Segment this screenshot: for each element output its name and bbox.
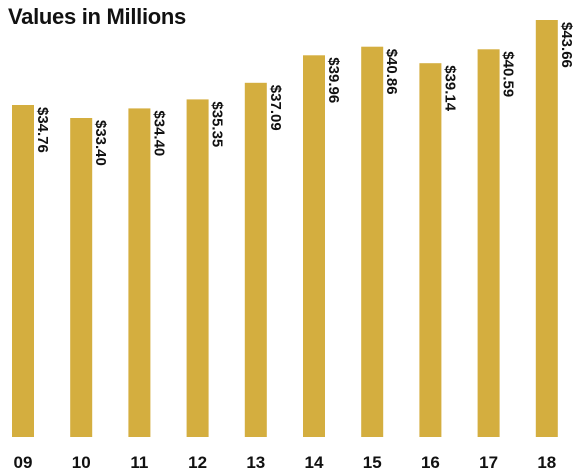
x-tick-label-18: 18 bbox=[537, 453, 556, 472]
x-tick-label-13: 13 bbox=[246, 453, 265, 472]
x-tick-labels-layer: 09 10 11 12 13 14 15 16 17 18 bbox=[14, 453, 557, 472]
data-label-15: $40.86 bbox=[383, 49, 400, 95]
bar-12 bbox=[186, 99, 209, 438]
x-tick-label-12: 12 bbox=[188, 453, 207, 472]
data-label-11: $34.40 bbox=[150, 110, 167, 156]
x-tick-label-10: 10 bbox=[72, 453, 91, 472]
x-tick-label-14: 14 bbox=[305, 453, 324, 472]
data-label-13: $37.09 bbox=[267, 85, 284, 131]
bar-16 bbox=[419, 63, 442, 437]
chart-title: Values in Millions bbox=[8, 4, 186, 29]
bar-15 bbox=[361, 46, 384, 437]
bar-18 bbox=[535, 20, 558, 437]
x-tick-label-11: 11 bbox=[130, 453, 148, 472]
x-tick-label-15: 15 bbox=[363, 453, 382, 472]
data-label-16: $39.14 bbox=[441, 65, 458, 112]
bar-14 bbox=[303, 55, 325, 438]
data-label-18: $43.66 bbox=[558, 22, 575, 68]
x-tick-label-17: 17 bbox=[479, 453, 498, 472]
data-label-10: $33.40 bbox=[92, 120, 109, 166]
bar-17 bbox=[477, 49, 500, 438]
data-label-09: $34.76 bbox=[34, 107, 51, 153]
bar-13 bbox=[244, 82, 267, 438]
x-tick-label-16: 16 bbox=[421, 453, 440, 472]
data-label-12: $35.35 bbox=[209, 101, 226, 147]
data-label-14: $39.96 bbox=[325, 57, 342, 103]
data-labels-layer: $34.76 $33.40 $34.40 $35.35 $37.09 $39.96 $40.… bbox=[34, 22, 575, 166]
bar-10 bbox=[70, 118, 93, 437]
bar-09 bbox=[12, 105, 34, 437]
bars-layer bbox=[12, 20, 558, 438]
data-label-17: $40.59 bbox=[500, 51, 517, 97]
bar-11 bbox=[128, 108, 151, 438]
x-tick-label-09: 09 bbox=[14, 453, 33, 472]
